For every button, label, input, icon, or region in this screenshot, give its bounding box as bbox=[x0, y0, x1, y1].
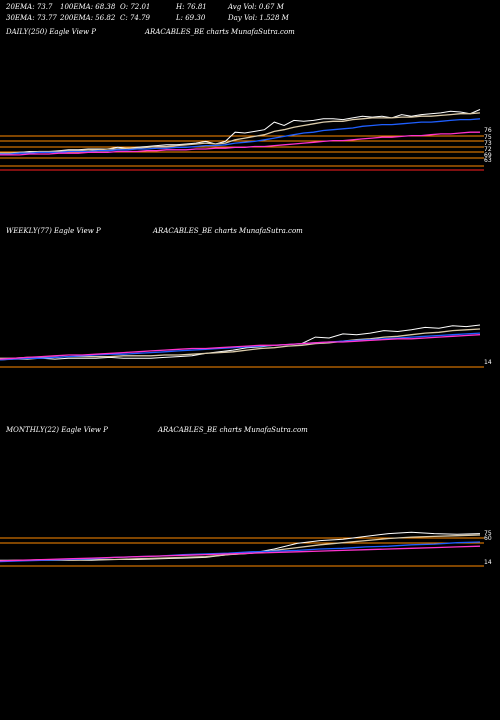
weekly-title-left: WEEKLY(77) Eagle View P bbox=[6, 227, 101, 235]
weekly-title-right: ARACABLES_BE charts MunafaSutra.com bbox=[153, 227, 303, 235]
daily-title-left: DAILY(250) Eagle View P bbox=[6, 28, 96, 36]
tick-label: 14 bbox=[484, 359, 492, 366]
tick-label: 14 bbox=[484, 559, 492, 566]
tick-label: 75 bbox=[484, 530, 492, 537]
open-stat: O: 72.01 bbox=[120, 3, 151, 11]
monthly-title-left: MONTHLY(22) Eagle View P bbox=[6, 426, 108, 434]
ema_long-line bbox=[0, 334, 481, 360]
ema30-stat: 30EMA: 73.77 bbox=[6, 14, 57, 22]
tick-label: 76 bbox=[484, 127, 492, 134]
ema_mid-line bbox=[0, 541, 481, 563]
tick-label: 72 bbox=[484, 146, 492, 153]
tick-label: 75 bbox=[484, 134, 492, 141]
low-stat: L: 69.30 bbox=[176, 14, 206, 22]
ema200-stat: 200EMA: 56.82 bbox=[60, 14, 116, 22]
monthly-title-right: ARACABLES_BE charts MunafaSutra.com bbox=[158, 426, 308, 434]
day-vol-stat: Day Vol: 1.528 M bbox=[228, 14, 289, 22]
tick-label: 63 bbox=[484, 157, 492, 164]
ema_mid-line bbox=[0, 118, 481, 155]
close-stat: C: 74.79 bbox=[120, 14, 150, 22]
ema_long-line bbox=[0, 131, 480, 156]
ema_fast-line bbox=[0, 112, 481, 154]
daily-title-right: ARACABLES_BE charts MunafaSutra.com bbox=[145, 28, 295, 36]
ema20-stat: 20EMA: 73.7 bbox=[6, 3, 53, 11]
price-line bbox=[0, 531, 481, 561]
weekly-chart: 14 bbox=[0, 324, 492, 368]
high-stat: H: 76.81 bbox=[176, 3, 207, 11]
ema_fast-line bbox=[0, 328, 481, 359]
tick-label: 73 bbox=[484, 140, 492, 147]
ema_mid-line bbox=[0, 332, 481, 361]
ema100-stat: 100EMA: 68.38 bbox=[60, 3, 116, 11]
ema_long-line bbox=[0, 545, 481, 562]
tick-label: 60 bbox=[484, 535, 492, 542]
avg-vol-stat: Avg Vol: 0.67 M bbox=[228, 3, 284, 11]
tick-label: 69 bbox=[484, 152, 492, 159]
price-line bbox=[0, 324, 481, 361]
price-line bbox=[0, 109, 481, 154]
